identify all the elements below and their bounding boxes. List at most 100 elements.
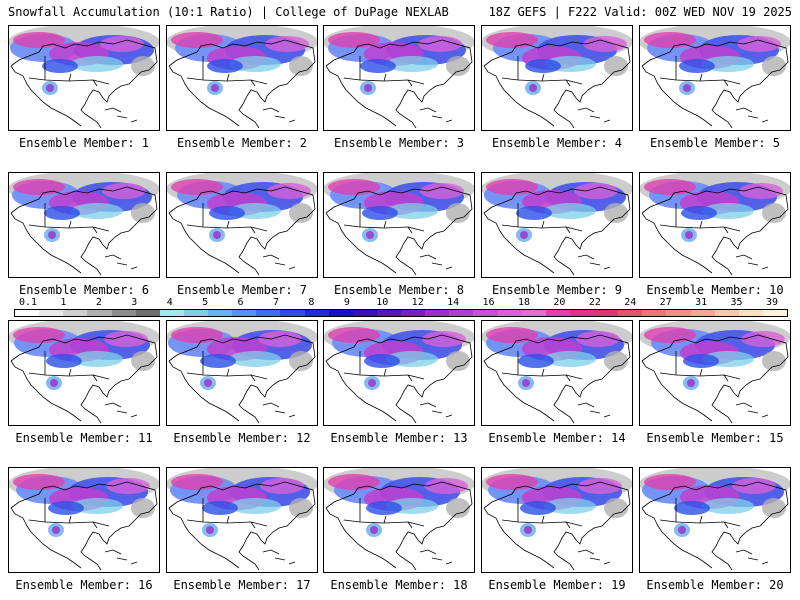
colorbar-swatch — [304, 310, 329, 316]
ensemble-member-label: Ensemble Member: 15 — [646, 431, 784, 445]
colorbar-swatch — [232, 310, 257, 316]
colorbar-swatch — [135, 310, 160, 316]
colorbar-tick: 9 — [343, 297, 350, 308]
colorbar-swatch — [183, 310, 208, 316]
colorbar-tick: 6 — [237, 297, 244, 308]
colorbar-swatch — [425, 310, 450, 316]
colorbar-tick: 0.1 — [18, 297, 38, 308]
ensemble-map-11 — [8, 320, 160, 426]
ensemble-member-label: Ensemble Member: 12 — [173, 431, 311, 445]
colorbar-swatch — [497, 310, 522, 316]
colorbar-swatch — [618, 310, 643, 316]
colorbar-tick: 12 — [411, 297, 424, 308]
colorbar-tick: 27 — [659, 297, 672, 308]
colorbar-swatch — [280, 310, 305, 316]
colorbar-swatch — [401, 310, 426, 316]
ensemble-map-7 — [166, 172, 318, 278]
colorbar-swatch — [39, 310, 64, 316]
ensemble-member-label: Ensemble Member: 1 — [18, 136, 150, 150]
ensemble-member-label: Ensemble Member: 17 — [173, 578, 311, 592]
snowfall-field — [640, 26, 790, 129]
colorbar-swatch — [545, 310, 570, 316]
colorbar-tick: 22 — [588, 297, 601, 308]
map-title: Snowfall Accumulation (10:1 Ratio) | Col… — [8, 5, 449, 19]
colorbar-tick: 10 — [376, 297, 389, 308]
ensemble-member-label: Ensemble Member: 11 — [15, 431, 153, 445]
snowfall-field — [482, 321, 632, 424]
ensemble-member-label: Ensemble Member: 4 — [491, 136, 623, 150]
ensemble-map-18 — [323, 467, 475, 573]
colorbar-ticks: 0.1 1 2 3 4 5 6 7 8 9 10 12 14 16 18 20 22 24 27 31 35 39 — [14, 297, 786, 308]
snowfall-field — [324, 173, 474, 276]
colorbar-swatch — [376, 310, 401, 316]
ensemble-map-5 — [639, 25, 791, 131]
snowfall-field — [324, 468, 474, 571]
colorbar-tick: 31 — [695, 297, 708, 308]
colorbar-swatch — [63, 310, 88, 316]
colorbar-swatch — [328, 310, 353, 316]
colorbar-tick: 7 — [272, 297, 280, 308]
colorbar-tick: 3 — [131, 297, 138, 308]
ensemble-member-label: Ensemble Member: 7 — [176, 283, 308, 297]
ensemble-map-15 — [639, 320, 791, 426]
colorbar-tick: 8 — [308, 297, 315, 308]
snowfall-field — [9, 173, 159, 276]
ensemble-map-20 — [639, 467, 791, 573]
ensemble-map-14 — [481, 320, 633, 426]
colorbar-swatch — [208, 310, 233, 316]
colorbar-swatch — [642, 310, 667, 316]
colorbar-tick: 2 — [95, 297, 102, 308]
snowfall-colorbar: 0.1 1 2 3 4 5 6 7 8 9 10 12 14 16 18 20 22 24 27 31 35 39 — [14, 297, 788, 319]
snowfall-field — [482, 173, 632, 276]
ensemble-map-1 — [8, 25, 160, 131]
ensemble-map-19 — [481, 467, 633, 573]
colorbar-swatch — [352, 310, 377, 316]
ensemble-map-6 — [8, 172, 160, 278]
ensemble-member-label: Ensemble Member: 10 — [646, 283, 784, 297]
ensemble-member-label: Ensemble Member: 5 — [649, 136, 781, 150]
colorbar-tick: 39 — [765, 297, 779, 308]
ensemble-member-label: Ensemble Member: 19 — [488, 578, 626, 592]
colorbar-swatch — [594, 310, 619, 316]
ensemble-member-label: Ensemble Member: 3 — [333, 136, 465, 150]
snowfall-field — [9, 26, 159, 129]
snowfall-field — [167, 321, 317, 424]
ensemble-member-label: Ensemble Member: 6 — [18, 283, 150, 297]
ensemble-map-16 — [8, 467, 160, 573]
snowfall-field — [167, 26, 317, 129]
colorbar-tick: 14 — [447, 297, 460, 308]
colorbar-tick: 20 — [553, 297, 566, 308]
colorbar-tick: 35 — [730, 297, 743, 308]
colorbar-swatch — [690, 310, 715, 316]
colorbar-swatch — [762, 310, 787, 316]
colorbar-swatches — [14, 309, 788, 317]
colorbar-tick: 18 — [517, 297, 531, 308]
ensemble-map-8 — [323, 172, 475, 278]
ensemble-member-label: Ensemble Member: 14 — [488, 431, 626, 445]
colorbar-swatch — [738, 310, 763, 316]
snowfall-field — [324, 26, 474, 129]
ensemble-map-2 — [166, 25, 318, 131]
ensemble-member-label: Ensemble Member: 2 — [176, 136, 308, 150]
snowfall-field — [167, 173, 317, 276]
ensemble-map-17 — [166, 467, 318, 573]
colorbar-swatch — [87, 310, 112, 316]
ensemble-map-13 — [323, 320, 475, 426]
colorbar-tick: 4 — [166, 297, 173, 308]
colorbar-tick: 1 — [60, 297, 67, 308]
snowfall-field — [640, 468, 790, 571]
colorbar-swatch — [569, 310, 594, 316]
ensemble-map-10 — [639, 172, 791, 278]
colorbar-swatch — [159, 310, 184, 316]
snowfall-field — [167, 468, 317, 571]
snowfall-field — [9, 321, 159, 424]
ensemble-member-label: Ensemble Member: 9 — [491, 283, 623, 297]
ensemble-member-label: Ensemble Member: 18 — [330, 578, 468, 592]
colorbar-swatch — [473, 310, 498, 316]
snowfall-field — [640, 173, 790, 276]
snowfall-field — [482, 468, 632, 571]
colorbar-swatch — [521, 310, 546, 316]
colorbar-tick: 5 — [202, 297, 209, 308]
colorbar-swatch — [449, 310, 474, 316]
ensemble-member-label: Ensemble Member: 20 — [646, 578, 784, 592]
